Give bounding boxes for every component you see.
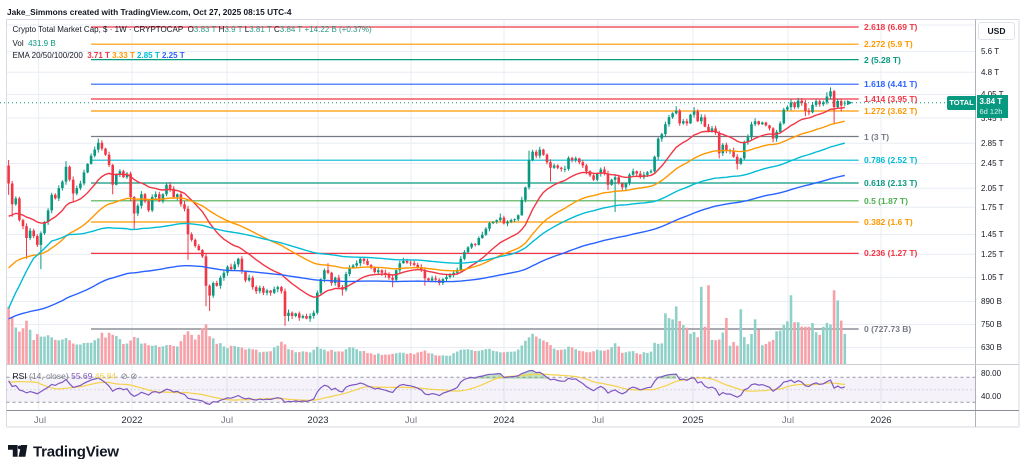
- svg-text:TradingView: TradingView: [33, 445, 119, 459]
